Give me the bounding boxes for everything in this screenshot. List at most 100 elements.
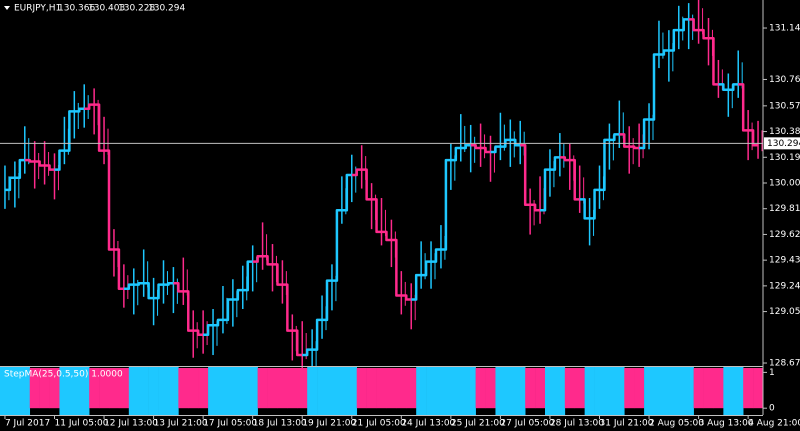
trend-bar <box>297 368 308 409</box>
trend-bar <box>406 368 417 409</box>
trend-bar <box>663 367 675 415</box>
x-tick-label: 31 Jul 21:00 <box>600 419 654 429</box>
trend-bar <box>376 368 387 409</box>
step-ma <box>54 149 65 171</box>
low-price: 130.228 <box>118 4 155 14</box>
step-ma <box>470 143 481 150</box>
trend-bar <box>604 367 615 415</box>
trend-bar <box>227 367 239 415</box>
step-ma <box>44 164 55 171</box>
step-ma <box>34 160 45 167</box>
step-ma <box>203 324 214 336</box>
trend-bar <box>515 367 526 415</box>
y-tick-label: 129.431 <box>769 256 800 266</box>
trend-bar <box>584 367 595 415</box>
x-tick-label: 11 Jul 05:00 <box>55 419 109 429</box>
trend-bar <box>475 368 486 409</box>
trend-bar <box>436 367 447 415</box>
trend-bar <box>545 367 556 415</box>
trend-bar <box>49 368 60 409</box>
x-tick-label: 12 Jul 13:00 <box>104 419 158 429</box>
step-ma <box>678 18 689 32</box>
step-ma <box>371 198 382 234</box>
trend-bar <box>79 367 90 415</box>
x-tick-label: 27 Jul 05:00 <box>500 419 554 429</box>
y-tick-label: 1 <box>769 368 775 378</box>
trend-bar <box>693 368 704 409</box>
high-price: 130.403 <box>88 4 125 14</box>
trend-bar <box>9 367 21 415</box>
x-tick-label: 21 Jul 05:00 <box>352 419 406 429</box>
step-ma <box>222 298 233 322</box>
step-ma <box>272 263 283 286</box>
trend-bar <box>634 368 645 409</box>
step-ma <box>262 254 273 266</box>
step-ma <box>143 282 154 300</box>
trend-bar <box>703 368 714 409</box>
step-ma <box>84 103 95 110</box>
current-price-label: 130.294 <box>767 139 800 149</box>
trend-bar <box>386 368 397 409</box>
x-tick-label: 13 Jul 21:00 <box>154 419 208 429</box>
indicator-label: StepMA(25,0.5,50) 1.0000 <box>4 370 123 380</box>
step-ma <box>520 143 531 207</box>
trend-bar <box>69 367 80 415</box>
trend-bar <box>128 367 140 415</box>
trend-bar <box>109 368 120 409</box>
step-ma <box>411 273 422 301</box>
trend-bar <box>267 368 278 409</box>
step-ma <box>549 156 560 171</box>
step-ma <box>302 348 313 357</box>
trend-bar <box>99 368 110 409</box>
trend-bar <box>327 367 338 415</box>
trend-bar <box>148 367 159 415</box>
step-ma <box>609 133 620 142</box>
symbol: EURJPY,H1 <box>14 4 61 14</box>
step-ma <box>133 282 144 286</box>
y-tick-label: 129.051 <box>769 307 800 317</box>
close-price: 130.294 <box>148 4 185 14</box>
step-ma <box>708 37 719 86</box>
trend-bar <box>654 367 665 415</box>
y-tick-label: 128.671 <box>769 359 800 369</box>
step-ma <box>589 188 600 220</box>
x-tick-label: 4 Aug 21:00 <box>748 419 800 429</box>
trend-bar <box>426 367 437 415</box>
trend-bar <box>29 368 40 409</box>
step-ma <box>668 28 679 52</box>
trend-bar <box>237 367 249 415</box>
trend-bar <box>59 367 70 415</box>
trend-bar <box>564 368 576 409</box>
x-tick-label: 25 Jul 21:00 <box>451 419 505 429</box>
step-ma <box>282 283 293 332</box>
y-tick-label: 130.766 <box>769 75 800 85</box>
step-ma <box>74 107 85 113</box>
trend-bar <box>247 367 258 415</box>
current-price-box <box>764 137 800 150</box>
trend-bar <box>525 368 536 409</box>
y-tick-label: 129.811 <box>769 204 800 214</box>
trend-bar <box>138 367 149 415</box>
trend-bar <box>89 368 100 409</box>
trend-bar <box>257 368 268 409</box>
y-tick-label: 131.146 <box>769 24 800 34</box>
step-ma <box>440 158 451 251</box>
trend-bar <box>683 367 694 415</box>
step-ma <box>153 283 164 300</box>
trend-bar <box>346 367 358 415</box>
step-ma <box>460 143 471 150</box>
step-ma <box>540 168 550 212</box>
step-ma <box>104 149 114 251</box>
trend-bar <box>396 368 407 409</box>
step-ma <box>658 49 669 56</box>
trend-bar <box>445 367 457 415</box>
x-tick-label: 7 Jul 2017 <box>5 419 50 429</box>
trend-bar <box>218 367 229 415</box>
x-tick-label: 18 Jul 13:00 <box>253 419 307 429</box>
dropdown-icon[interactable] <box>4 6 10 10</box>
step-ma <box>698 28 709 40</box>
trend-bar <box>416 367 427 415</box>
step-ma <box>639 118 650 150</box>
trend-bar <box>753 368 764 409</box>
